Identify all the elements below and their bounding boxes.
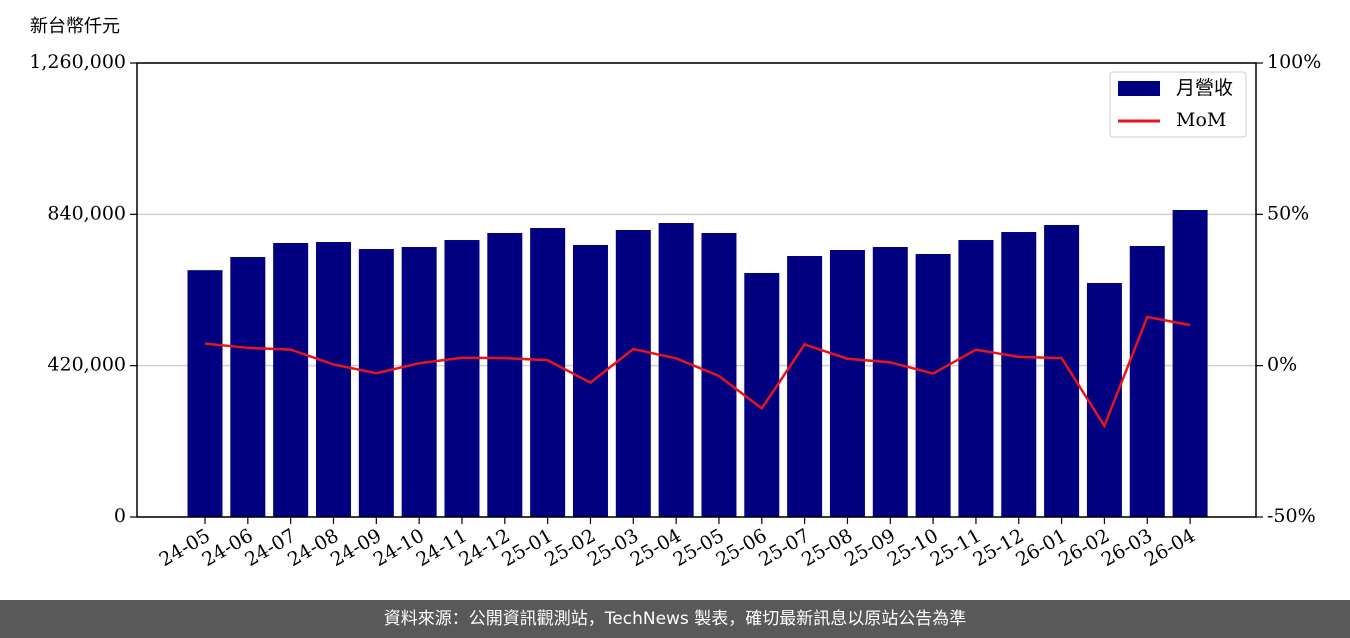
bar — [230, 257, 266, 517]
y2-tick-label: 50% — [1267, 202, 1309, 224]
footer: 資料來源：公開資訊觀測站，TechNews 製表，確切最新訊息以原站公告為準 — [0, 600, 1350, 638]
y-tick-label: 840,000 — [47, 202, 126, 224]
y-tick-label: 0 — [114, 505, 126, 527]
y-tick-label: 420,000 — [47, 354, 126, 376]
bar — [615, 230, 651, 517]
line — [204, 315, 1191, 429]
bar — [658, 223, 694, 518]
bar — [915, 254, 951, 518]
legend-label: 月營收 — [1176, 77, 1233, 99]
bar — [530, 228, 566, 517]
bar — [829, 250, 865, 517]
bar — [872, 247, 908, 517]
y2-tick-label: -50% — [1267, 505, 1316, 527]
bar — [1044, 224, 1080, 518]
x-tick-label: 26-04 — [1141, 525, 1199, 571]
bar — [487, 232, 523, 517]
y-tick-label: 1,260,000 — [29, 51, 126, 73]
bar — [187, 270, 223, 517]
bar — [358, 249, 394, 517]
bar — [1001, 232, 1037, 518]
bar — [1086, 283, 1122, 517]
bar — [787, 256, 823, 517]
chart: 新台幣仟元 0 420,000 840,000 1,260,000 -50% 0% 50% 1… — [29, 16, 1321, 571]
bar — [572, 244, 608, 518]
legend-swatch — [1118, 81, 1160, 96]
plot-frame — [136, 62, 1257, 518]
bar — [1129, 246, 1165, 517]
bar — [958, 240, 994, 517]
bar — [444, 240, 480, 517]
bar — [1172, 210, 1208, 517]
legend-label: MoM — [1176, 109, 1226, 131]
y-axis-label: 新台幣仟元 — [30, 16, 120, 37]
bar — [744, 272, 780, 517]
bar — [273, 243, 309, 518]
bar — [315, 242, 351, 517]
bar — [401, 247, 437, 517]
y2-tick-label: 100% — [1267, 51, 1321, 73]
y2-tick-label: 0% — [1267, 354, 1297, 376]
